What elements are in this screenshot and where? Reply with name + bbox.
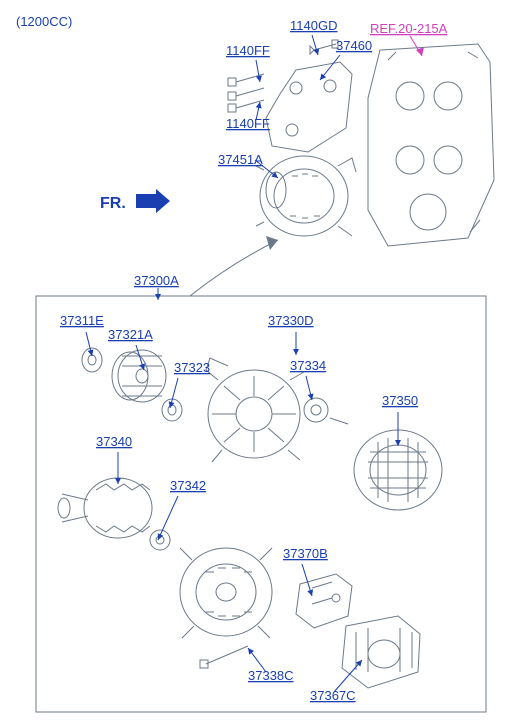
part-label-37323[interactable]: 37323 — [174, 360, 210, 375]
leader-arrow-37323 — [169, 401, 175, 408]
part-label-37367c[interactable]: 37367C — [310, 688, 356, 703]
leader-arrow-1140ff — [256, 76, 262, 82]
part-label-37460[interactable]: 37460 — [336, 38, 372, 53]
part-label-37311e[interactable]: 37311E — [60, 313, 104, 328]
rear-cover-37367c — [342, 616, 420, 688]
leader-arrow-37460 — [320, 73, 326, 80]
part-label-37350[interactable]: 37350 — [382, 393, 418, 408]
leader-arrow-37340 — [115, 478, 121, 484]
rotor-37340 — [58, 478, 152, 538]
part-label-37321a[interactable]: 37321A — [108, 327, 153, 342]
part-label-37334[interactable]: 37334 — [290, 358, 326, 373]
pulley-37321a — [112, 350, 166, 402]
part-label-37342[interactable]: 37342 — [170, 478, 206, 493]
leader-arrow-1140gd — [313, 48, 319, 55]
leader-arrow-37338c — [248, 648, 254, 655]
engine-variant-label: (1200CC) — [16, 14, 72, 29]
front-bracket-37330d — [206, 358, 304, 462]
detail-box — [36, 296, 486, 712]
leader-arrow-37330d — [293, 349, 299, 355]
regulator-37370b — [296, 574, 352, 628]
engine-block-ref — [368, 44, 494, 246]
part-label-37451a[interactable]: 37451A — [218, 152, 263, 167]
rear-bracket — [180, 548, 272, 638]
bearing-37334 — [304, 398, 348, 424]
part-label-37338c[interactable]: 37338C — [248, 668, 294, 683]
front-arrow-icon — [136, 189, 170, 213]
leader-arrow-37300a — [155, 294, 161, 300]
part-label-37370b[interactable]: 37370B — [283, 546, 328, 561]
assembly-leader-arrowhead-icon — [266, 236, 278, 250]
part-label-1140ff[interactable]: 1140FF — [226, 43, 270, 58]
ref-label[interactable]: REF.20-215A — [370, 21, 448, 36]
diagram-canvas: (1200CC) FR. — [0, 0, 522, 727]
part-label-37340[interactable]: 37340 — [96, 434, 132, 449]
part-label-1140gd[interactable]: 1140GD — [290, 18, 337, 33]
leader-arrow-37370b — [307, 589, 313, 596]
bearing-37342 — [150, 530, 170, 550]
front-label: FR. — [100, 195, 126, 212]
alternator-assy — [256, 156, 356, 236]
bolt-37338c — [200, 646, 248, 668]
front-indicator: FR. — [100, 189, 170, 213]
assembly-leader-arc — [190, 240, 278, 296]
leader-arrow-1140ff — [256, 102, 262, 109]
part-label-37330d[interactable]: 37330D — [268, 313, 314, 328]
part-label-1140ff[interactable]: 1140FF — [226, 116, 270, 131]
part-label-37300a[interactable]: 37300A — [134, 273, 179, 288]
bracket-37460 — [266, 62, 352, 152]
